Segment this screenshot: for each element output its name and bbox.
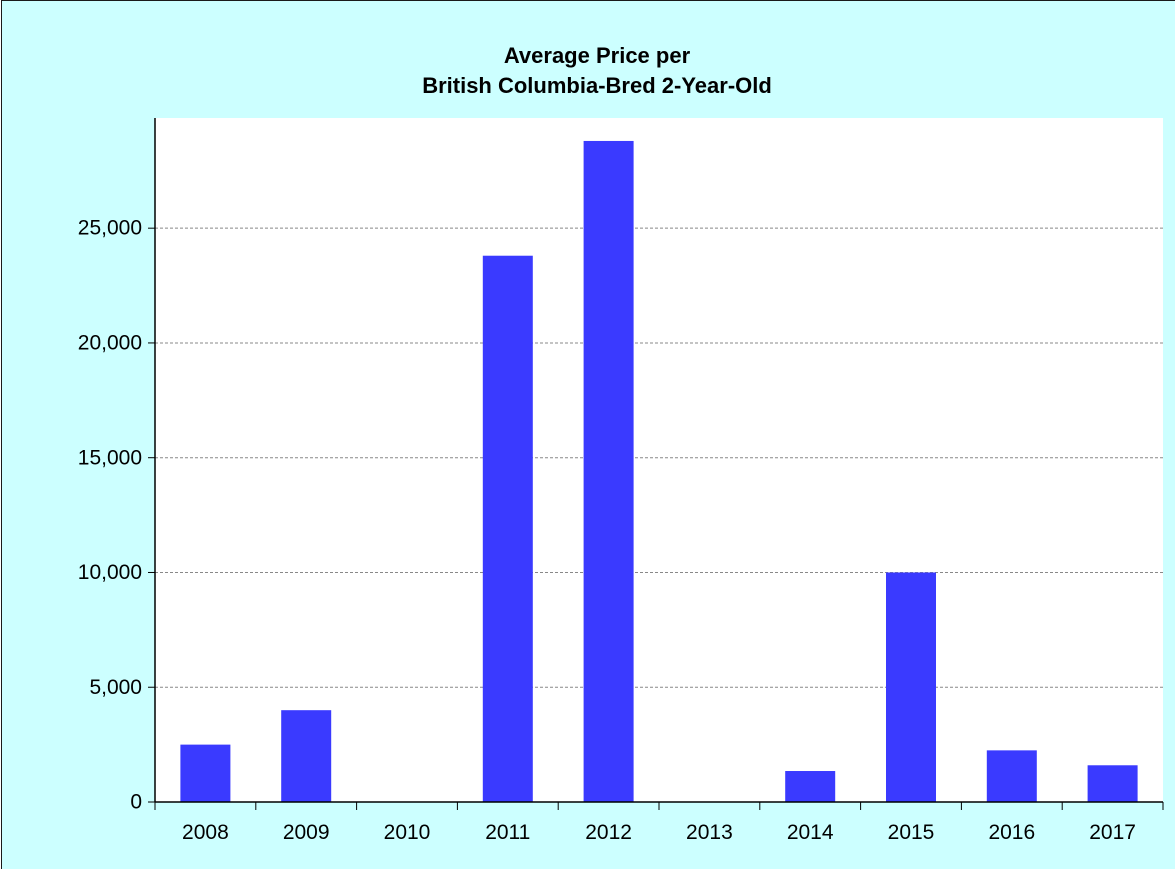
x-tick-label: 2008 [182,821,229,844]
bar-2015 [886,572,936,802]
bar-2014 [785,771,836,802]
x-tick-label: 2012 [585,821,632,844]
x-tick-label: 2013 [686,821,733,844]
bar-2011 [482,255,533,802]
bar-2008 [180,744,231,802]
y-tick-label: 10,000 [78,561,142,584]
bar-2016 [986,750,1037,802]
y-tick-label: 20,000 [78,331,142,354]
y-tick-label: 0 [130,791,142,814]
x-tick-label: 2010 [384,821,431,844]
y-tick-label: 25,000 [78,217,142,240]
y-tick-label: 5,000 [89,676,142,699]
x-tick-label: 2009 [283,821,330,844]
bar-2012 [583,140,634,803]
chart-title-line-2: British Columbia-Bred 2-Year-Old [422,73,772,98]
chart-title: Average Price per British Columbia-Bred … [2,41,1175,101]
x-tick-label: 2014 [787,821,834,844]
bar-2017 [1087,765,1138,802]
x-tick-label: 2011 [485,821,530,844]
plot-area [155,118,1163,802]
x-tick-label: 2015 [888,821,935,844]
x-tick-label: 2016 [988,821,1035,844]
bar-2009 [281,710,332,802]
chart-title-line-1: Average Price per [503,43,691,68]
x-tick-label: 2017 [1089,821,1136,844]
y-tick-label: 15,000 [78,446,142,469]
